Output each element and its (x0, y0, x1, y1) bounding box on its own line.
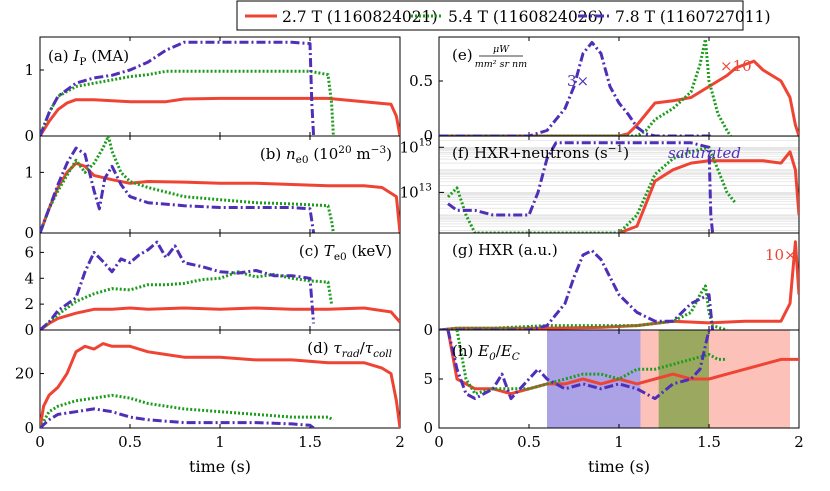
x-axis-label: time (s) (588, 457, 650, 476)
panel-title-f: (f) HXR+neutrons (s−1) (452, 143, 629, 162)
panel-title-a: (a) IP (MA) (48, 47, 129, 68)
panel-b: 0 1 (b) ne0 (1020 m−3) (24, 135, 401, 242)
series-line-a-0 (40, 96, 400, 136)
x-tick-label: 1 (614, 433, 624, 451)
series-line-b-0 (40, 161, 400, 233)
panel-title-d: (d) τrad/τcoll (307, 339, 392, 360)
series-line-c-1 (40, 270, 334, 330)
legend: 2.7 T (1160824021) 5.4 T (1160824026) 7.8 … (236, 0, 771, 31)
x-tick-label: 2 (395, 433, 405, 451)
legend-label-1: 5.4 T (1160824026) (448, 8, 604, 26)
y-tick-label: 0 (423, 127, 433, 145)
y-tick-base: 10 (400, 138, 419, 156)
series-line-d-0 (40, 342, 400, 428)
panel-c: 0 2 4 6 (c) Te0 (keV) (24, 232, 401, 339)
y-tick-label: 5 (423, 370, 433, 388)
series-line-e-2 (439, 41, 713, 136)
x-axis-label: time (s) (189, 457, 251, 476)
y-tick-label: 1 (24, 163, 34, 181)
x-tick-label: 0 (434, 433, 444, 451)
panel-title-c: (c) Te0 (keV) (299, 242, 392, 263)
series-line-f-2 (447, 141, 715, 233)
panel-h: 0 5 (h) E0/EC 0 0.5 1 1.5 2 time (s) (423, 329, 804, 476)
x-tick-label: 0.5 (118, 433, 142, 451)
series-line-g-1 (439, 284, 728, 330)
series-line-b-1 (40, 136, 335, 233)
series-line-a-2 (40, 40, 316, 136)
unit-numerator: μW (493, 44, 510, 55)
y-tick-label: 0.5 (409, 72, 433, 90)
y-tick-label: 0 (24, 224, 34, 242)
y-tick-base: 10 (400, 183, 419, 201)
series-line-h-1 (455, 330, 727, 396)
panel-title-g: (g) HXR (a.u.) (452, 241, 558, 259)
panel-e: 0 0.5 (e) μW mm² sr nm 3× ×10 (409, 36, 800, 145)
panel-a: 0 1 (a) IP (MA) (24, 36, 401, 145)
annotation-g-0: 10× (765, 246, 797, 264)
y-tick-label: 6 (24, 243, 34, 261)
x-tick-label: 1.5 (697, 433, 721, 451)
unit-denominator: mm² sr nm (475, 59, 527, 70)
series-line-a-1 (40, 69, 335, 136)
y-tick-label: 0 (423, 419, 433, 437)
legend-label-2: 7.8 T (1160727011) (615, 8, 771, 26)
x-tick-label: 1.5 (298, 433, 322, 451)
series-line-d-2 (40, 407, 315, 428)
y-tick-exponent: 15 (419, 136, 432, 148)
series-line-h-0 (446, 330, 799, 396)
x-tick-label: 0 (35, 433, 45, 451)
legend-box (236, 0, 744, 31)
panel-title-b: (b) ne0 (1020 m−3) (260, 144, 392, 166)
panel-g: 0 (g) HXR (a.u.) 10× (423, 232, 800, 339)
series-line-b-2 (40, 146, 316, 233)
x-tick-label: 0.5 (517, 433, 541, 451)
shaded-region-h-3 (709, 330, 790, 428)
x-tick-label: 2 (794, 433, 804, 451)
annotation-e-0: 3× (567, 72, 589, 90)
series-line-d-1 (40, 393, 335, 428)
y-tick-label: 2 (24, 295, 34, 313)
y-tick-label: 1 (24, 61, 34, 79)
annotation-f-0: saturated (668, 144, 741, 162)
series-line-c-2 (40, 240, 316, 330)
y-tick-label: 4 (24, 269, 34, 287)
y-tick-label: 0 (24, 127, 34, 145)
series-line-f-1 (446, 145, 738, 233)
panel-d: 0 20 (d) τrad/τcoll 0 0.5 1 1.5 2 time (s) (15, 329, 405, 476)
x-tick-label: 1 (215, 433, 225, 451)
y-tick-label: 0 (24, 321, 34, 339)
y-tick-exponent: 13 (419, 181, 432, 193)
shaded-region-h-0 (547, 330, 641, 428)
y-tick-label: 0 (423, 321, 433, 339)
series-line-e-0 (439, 59, 799, 136)
y-tick-label: 0 (24, 419, 34, 437)
panel-title-h: (h) E0/EC (452, 342, 520, 363)
series-line-g-2 (439, 249, 715, 330)
y-tick-label: 1015 (400, 136, 432, 156)
series-line-h-2 (446, 330, 711, 401)
panel-title-e: (e) (452, 46, 473, 64)
axes-frame-d (39, 329, 401, 429)
series-line-c-0 (40, 306, 400, 330)
annotation-e-1: ×10 (720, 57, 752, 75)
legend-label-0: 2.7 T (1160824021) (282, 8, 438, 26)
y-tick-label: 20 (15, 365, 34, 383)
y-tick-label: 1013 (400, 181, 432, 201)
